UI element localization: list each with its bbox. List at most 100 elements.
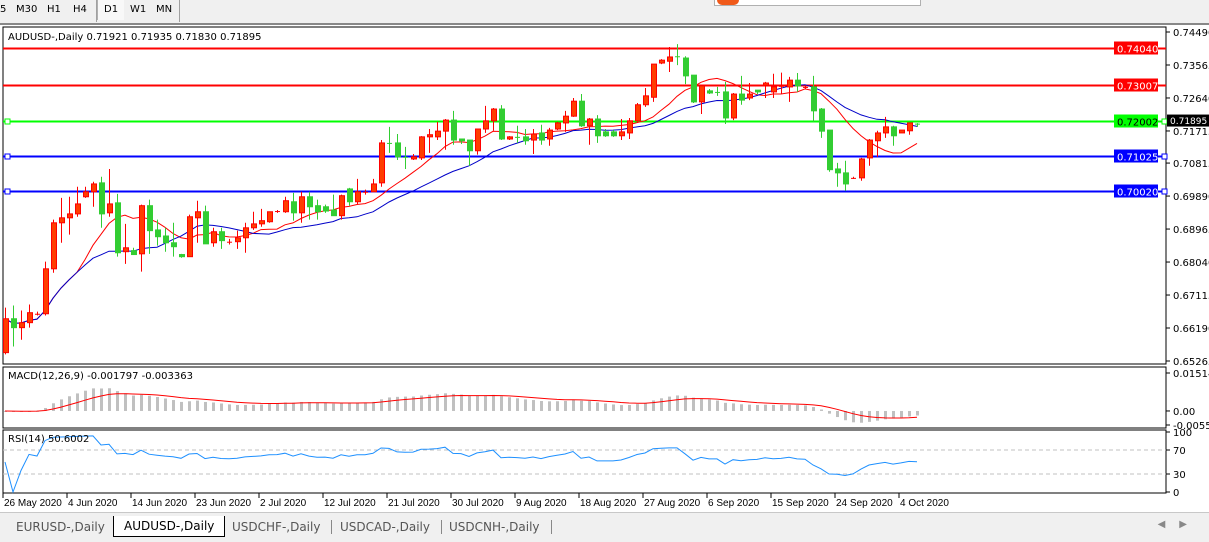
macd-histogram-bar <box>716 400 719 411</box>
macd-histogram-bar <box>172 400 175 411</box>
date-tick-label: 30 Jul 2020 <box>452 498 504 509</box>
timeframe-w1-button[interactable]: W1 <box>130 4 147 15</box>
candle-body <box>683 57 689 77</box>
date-tick-label: 15 Sep 2020 <box>772 498 829 509</box>
macd-histogram-bar <box>100 388 103 411</box>
rsi-label: RSI(14) 50.6002 <box>8 434 89 445</box>
tab-audusd[interactable]: AUDUSD-,Daily <box>113 516 226 537</box>
macd-histogram-bar <box>828 410 831 414</box>
tab-scroll-arrows[interactable]: ◀▶ <box>1157 519 1201 530</box>
candle-body <box>51 222 57 270</box>
tab-eurusd[interactable]: EURUSD-,Daily <box>6 517 115 537</box>
candle-body <box>347 188 353 203</box>
candle-body <box>395 142 401 158</box>
tab-usdcnh[interactable]: USDCNH-,Daily <box>439 517 552 537</box>
candle-body <box>267 211 273 223</box>
timeframe-h1-button[interactable]: H1 <box>47 4 61 15</box>
price-line-label: 0.70020 <box>1117 188 1158 199</box>
candle-body <box>723 91 729 119</box>
date-tick-label: 18 Aug 2020 <box>580 498 637 509</box>
macd-histogram-bar <box>804 405 807 411</box>
candle-body <box>443 119 449 132</box>
candle-body <box>355 191 361 203</box>
tab-usdchf[interactable]: USDCHF-,Daily <box>222 517 333 537</box>
candle-body <box>563 115 569 124</box>
candle-body <box>891 126 897 137</box>
date-tick-label: 26 May 2020 <box>4 498 62 509</box>
macd-histogram-bar <box>260 404 263 411</box>
tab-label: AUDUSD-,Daily <box>124 519 215 533</box>
line-handle-icon[interactable] <box>1161 188 1168 195</box>
timeframe-m5-button[interactable]: 5 <box>0 4 7 15</box>
macd-histogram-bar <box>484 395 487 411</box>
price-tick-label: 0.71715 <box>1173 127 1209 138</box>
candle-body <box>107 203 113 214</box>
macd-signal-line <box>4 393 918 419</box>
macd-histogram-bar <box>516 398 519 411</box>
candle-body <box>11 318 17 329</box>
timeframe-h4-button[interactable]: H4 <box>73 4 87 15</box>
candle-body <box>819 108 825 132</box>
price-tick-label: 0.67115 <box>1173 291 1209 302</box>
line-handle-icon[interactable] <box>4 118 11 125</box>
macd-histogram-bar <box>692 397 695 411</box>
candle-body <box>99 182 105 215</box>
macd-histogram-bar <box>492 394 495 411</box>
macd-histogram-bar <box>620 405 623 411</box>
macd-histogram-bar <box>164 398 167 411</box>
macd-histogram-bar <box>308 402 311 411</box>
price-tick-label: 0.73565 <box>1173 61 1209 72</box>
current-price-label-box <box>1167 114 1209 127</box>
line-handle-icon[interactable] <box>4 188 11 195</box>
candle-body <box>19 322 25 329</box>
macd-tick-label: -0.005595 <box>1173 421 1209 432</box>
macd-histogram-bar <box>892 410 895 419</box>
macd-histogram-bar <box>148 395 151 411</box>
candle-body <box>843 172 849 185</box>
macd-histogram-bar <box>52 403 55 411</box>
rsi-line <box>4 435 918 494</box>
candle-body <box>163 235 169 244</box>
timeframe-m30-button[interactable]: M30 <box>16 4 38 15</box>
candle-body <box>115 202 121 254</box>
macd-histogram-bar <box>68 396 71 411</box>
macd-histogram-bar <box>900 410 903 418</box>
price-line-label-box <box>1114 78 1158 92</box>
candle-body <box>579 100 585 127</box>
candle-body <box>731 93 737 119</box>
candle-body <box>243 227 249 239</box>
timeframe-d1-button[interactable]: D1 <box>97 0 125 20</box>
candle-body <box>123 247 129 253</box>
toolbar-logo-strip <box>714 0 921 6</box>
macd-histogram-bar <box>788 404 791 411</box>
candle-body <box>307 196 313 208</box>
tab-usdcad[interactable]: USDCAD-,Daily <box>330 517 442 537</box>
macd-histogram-bar <box>204 401 207 411</box>
candle-body <box>339 195 345 217</box>
timeframe-mn-button[interactable]: MN <box>156 4 173 15</box>
candle-body <box>907 122 913 132</box>
date-tick-label: 6 Sep 2020 <box>708 498 760 509</box>
macd-histogram-bar <box>44 408 47 411</box>
candle-body <box>195 211 201 219</box>
candle-body <box>611 131 617 137</box>
macd-histogram-bar <box>132 395 135 411</box>
macd-histogram-bar <box>316 402 319 411</box>
macd-histogram-bar <box>460 394 463 411</box>
price-line-label: 0.71025 <box>1117 153 1158 164</box>
date-tick-label: 23 Jun 2020 <box>196 498 251 509</box>
candle-body <box>867 139 873 159</box>
line-handle-icon[interactable] <box>1161 153 1168 160</box>
line-handle-icon[interactable] <box>4 153 11 160</box>
candle-body <box>59 217 65 224</box>
candle-body <box>587 118 593 127</box>
line-handle-icon[interactable] <box>1161 118 1168 125</box>
price-line-label-box <box>1114 184 1158 198</box>
candle-body <box>147 205 153 232</box>
macd-histogram-bar <box>244 404 247 411</box>
macd-histogram-bar <box>412 396 415 411</box>
macd-histogram-bar <box>708 399 711 411</box>
